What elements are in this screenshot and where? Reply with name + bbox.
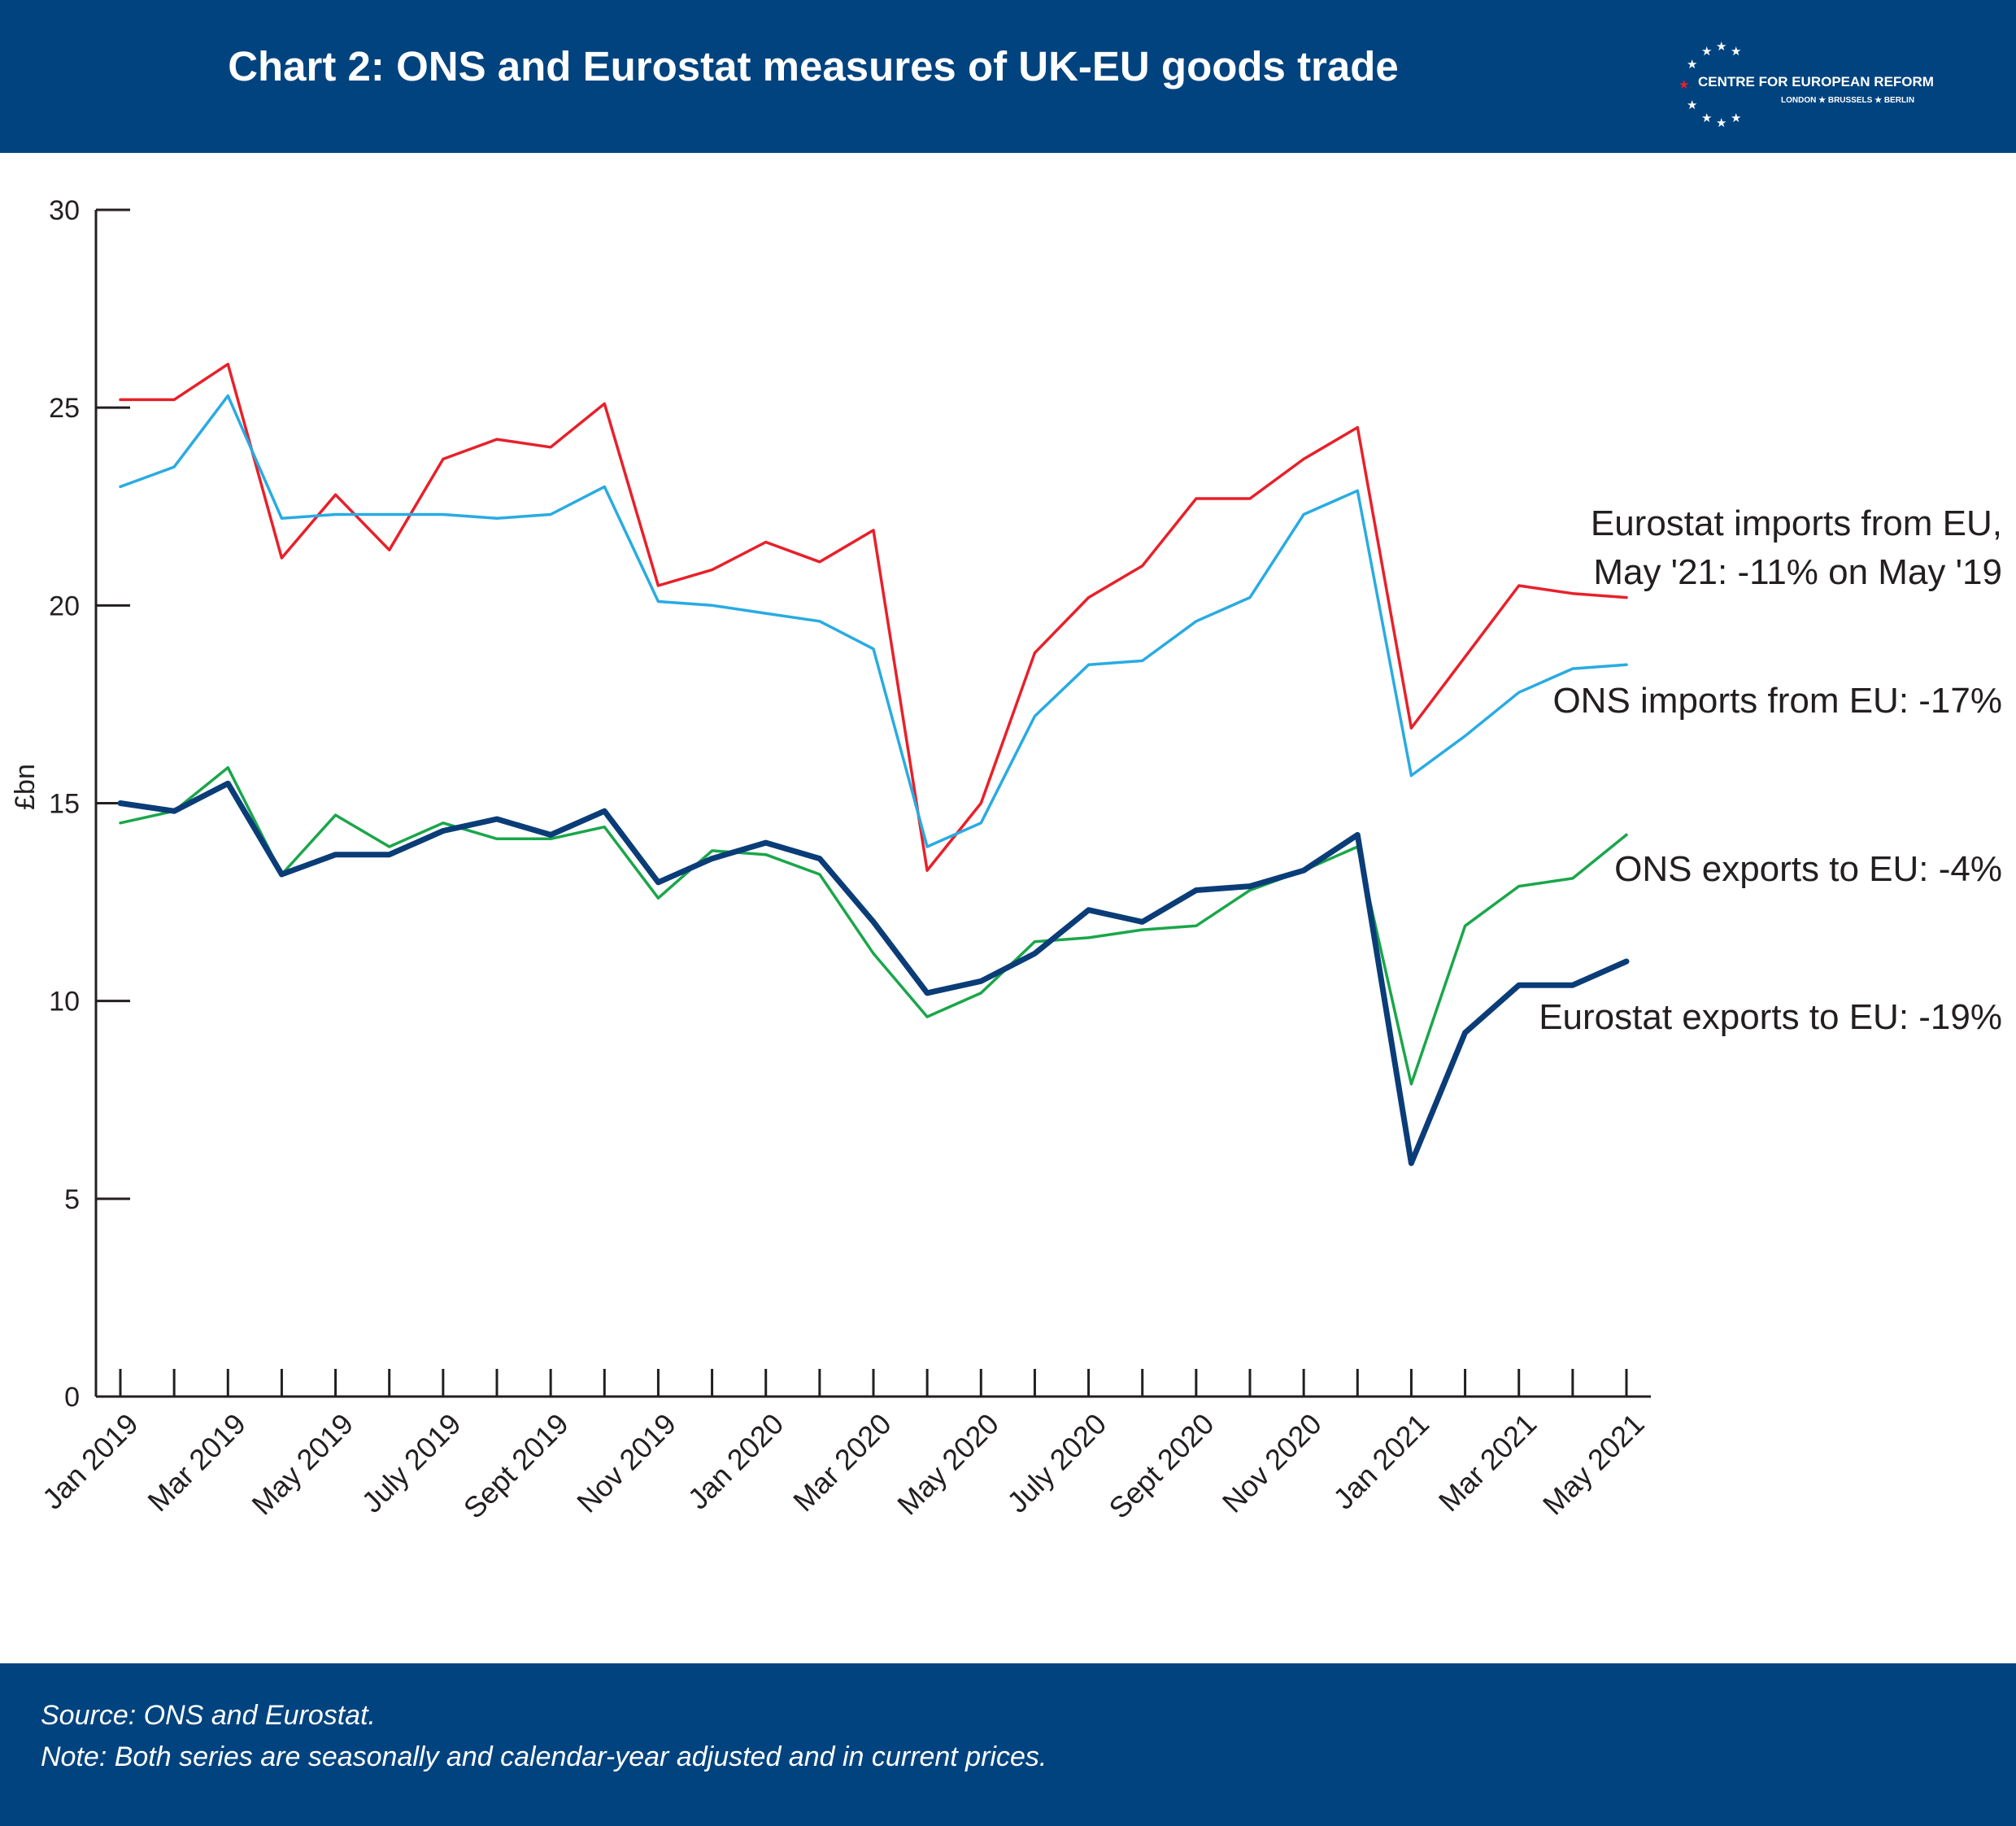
footnote: Note: Both series are seasonally and cal… (41, 1741, 1047, 1772)
x-tick-label: Nov 2019 (570, 1407, 682, 1519)
chart-title: Chart 2: ONS and Eurostat measures of UK… (228, 43, 1399, 89)
series-label-ons_imports: ONS imports from EU: -17% (1552, 681, 2002, 721)
svg-text:★: ★ (1701, 44, 1712, 59)
chart-series (117, 362, 1630, 1166)
x-tick-label: Nov 2020 (1216, 1407, 1328, 1519)
svg-text:★: ★ (1716, 115, 1726, 130)
y-tick-label: 10 (49, 987, 80, 1018)
x-tick-label: May 2019 (245, 1407, 359, 1522)
y-tick-label: 15 (49, 789, 80, 820)
series-label-eurostat_imports: Eurostat imports from EU, (1591, 503, 2002, 543)
svg-text:★: ★ (1687, 98, 1697, 112)
y-tick-label: 20 (49, 591, 80, 621)
series-line-eurostat_imports (119, 362, 1628, 872)
x-tick-label: Mar 2019 (141, 1407, 252, 1519)
x-tick-label: Sept 2019 (457, 1407, 575, 1525)
x-tick-label: May 2020 (890, 1407, 1005, 1522)
x-tick-label: July 2019 (355, 1407, 468, 1519)
svg-text:★: ★ (1701, 111, 1712, 125)
series-label-ons_exports: ONS exports to EU: -4% (1614, 849, 2002, 889)
series-line-eurostat_exports (117, 780, 1630, 1166)
x-tick-label: Jan 2019 (36, 1407, 145, 1516)
x-tick-label: Mar 2020 (786, 1407, 898, 1519)
logo-name: CENTRE FOR EUROPEAN REFORM (1698, 74, 1934, 89)
series-label-eurostat_exports: Eurostat exports to EU: -19% (1539, 997, 2002, 1037)
series-line-ons_imports (119, 394, 1628, 848)
svg-text:★: ★ (1731, 111, 1741, 125)
y-tick-label: 5 (64, 1184, 80, 1215)
cer-logo: ★ ★ ★ ★★ ★ ★ ★ ★ CENTRE FOR EUROPEAN REFORM … (1679, 41, 1934, 130)
x-tick-label: Jan 2021 (1326, 1407, 1435, 1516)
footer-bar: Source: ONS and Eurostat. Note: Both ser… (0, 1663, 2016, 1826)
x-tick-label: Mar 2021 (1432, 1407, 1544, 1519)
header-bar: Chart 2: ONS and Eurostat measures of UK… (0, 0, 2016, 153)
x-tick-label: July 2020 (1000, 1407, 1113, 1519)
series-labels: Eurostat imports from EU, May '21: -11% o… (1539, 503, 2002, 1037)
y-tick-label: 25 (49, 393, 80, 424)
y-tick-label: 30 (49, 195, 80, 226)
y-axis-title: £bn (10, 764, 41, 810)
svg-text:★: ★ (1716, 41, 1726, 54)
logo-cities: LONDON ★ BRUSSELS ★ BERLIN (1781, 96, 1914, 105)
series-line-ons_exports (119, 765, 1628, 1086)
svg-text:★: ★ (1731, 44, 1741, 59)
eu-stars-icon: ★ ★ ★ ★ ★ ★ ★ ★ ★ (1679, 41, 1741, 130)
y-tick-label: 0 (64, 1382, 80, 1413)
source-note: Source: ONS and Eurostat. (41, 1700, 376, 1731)
svg-text:★: ★ (1679, 77, 1689, 92)
x-tick-label: Jan 2020 (681, 1407, 790, 1516)
x-tick-label: Sept 2020 (1102, 1407, 1220, 1525)
x-tick-label: May 2021 (1536, 1407, 1651, 1522)
svg-text:★: ★ (1687, 57, 1697, 72)
series-label-eurostat_imports: May '21: -11% on May '19 (1593, 552, 2002, 592)
